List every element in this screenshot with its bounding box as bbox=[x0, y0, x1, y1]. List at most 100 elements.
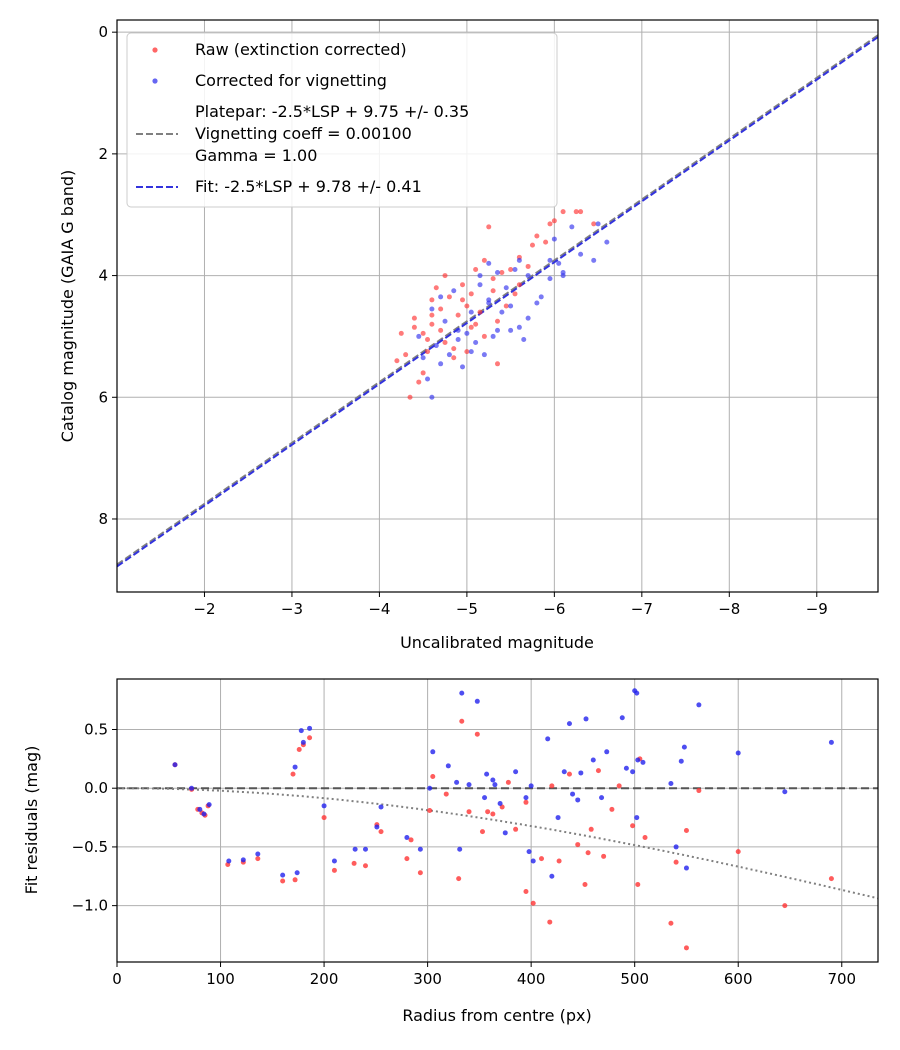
chart1-corrected-point bbox=[464, 330, 470, 336]
chart1-corrected-point bbox=[425, 376, 431, 382]
chart2-corrected-point bbox=[454, 779, 460, 785]
chart1-raw-point bbox=[460, 297, 466, 303]
chart2-raw-point bbox=[280, 878, 286, 884]
chart1-raw-point bbox=[411, 324, 417, 330]
chart1-x-label: Uncalibrated magnitude bbox=[400, 633, 594, 652]
chart1-corrected-point bbox=[503, 285, 509, 291]
chart1-raw-point bbox=[429, 321, 435, 327]
calibration-chart: −2 −3 −4 −5 −6 −7 −8 −9 0 2 4 6 8 Uncalibrated magn… bbox=[58, 19, 879, 652]
chart1-corrected-point bbox=[604, 239, 610, 245]
chart2-corrected-point bbox=[681, 744, 687, 750]
chart1-corrected-point bbox=[525, 315, 531, 321]
chart2-x-tick-label: 0 bbox=[112, 970, 122, 988]
chart1-corrected-point bbox=[468, 309, 474, 315]
chart2-raw-point bbox=[474, 731, 480, 737]
chart2-corrected-point bbox=[172, 762, 178, 768]
chart2-raw-point bbox=[601, 853, 607, 859]
chart1-corrected-point bbox=[508, 303, 514, 309]
chart2-corrected-point bbox=[678, 758, 684, 764]
chart2-x-tick-label: 500 bbox=[620, 970, 649, 988]
legend-fit-label: Fit: -2.5*LSP + 9.78 +/- 0.41 bbox=[195, 177, 422, 196]
chart2-raw-point bbox=[683, 827, 689, 833]
chart1-corrected-point bbox=[455, 336, 461, 342]
chart1-corrected-point bbox=[538, 294, 544, 300]
chart2-raw-point bbox=[331, 867, 337, 873]
chart1-y-ticks: 0 2 4 6 8 bbox=[98, 23, 117, 528]
chart2-corrected-point bbox=[590, 757, 596, 763]
chart2-corrected-point bbox=[523, 795, 529, 801]
chart2-corrected-point bbox=[457, 846, 463, 852]
chart2-corrected-point bbox=[490, 777, 496, 783]
chart1-corrected-point bbox=[438, 361, 444, 367]
chart2-corrected-point bbox=[549, 873, 555, 879]
chart2-corrected-point bbox=[492, 782, 498, 788]
chart1-x-tick-label: −4 bbox=[368, 600, 390, 618]
legend-vignetting-label: Vignetting coeff = 0.00100 bbox=[195, 124, 412, 143]
chart1-corrected-point bbox=[560, 270, 566, 276]
chart1-raw-point bbox=[477, 309, 483, 315]
chart1-corrected-point bbox=[495, 270, 500, 276]
chart2-raw-point bbox=[459, 718, 465, 724]
chart1-corrected-point bbox=[451, 288, 457, 294]
chart2-corrected-point bbox=[427, 785, 433, 791]
chart2-x-tick-label: 600 bbox=[724, 970, 753, 988]
chart2-y-tick-label: −0.5 bbox=[72, 838, 108, 856]
chart2-corrected-point bbox=[528, 783, 534, 789]
chart1-corrected-point bbox=[442, 318, 448, 324]
chart1-raw-point bbox=[420, 370, 426, 376]
chart2-x-tick-label: 400 bbox=[517, 970, 546, 988]
chart2-corrected-point bbox=[634, 815, 640, 821]
chart1-raw-point bbox=[451, 346, 457, 352]
chart1-raw-point bbox=[442, 340, 448, 346]
chart2-corrected-point bbox=[683, 865, 689, 871]
chart2-raw-point bbox=[417, 870, 423, 876]
chart2-corrected-point bbox=[634, 690, 640, 696]
chart2-raw-point bbox=[696, 788, 702, 794]
chart1-raw-point bbox=[438, 306, 444, 312]
chart1-corrected-point bbox=[534, 300, 540, 306]
chart1-raw-point bbox=[591, 221, 597, 227]
chart2-raw-point bbox=[321, 815, 327, 821]
chart1-corrected-point bbox=[420, 355, 426, 361]
chart2-raw-point bbox=[307, 735, 313, 741]
chart1-raw-point bbox=[420, 330, 426, 336]
chart2-raw-point bbox=[582, 881, 588, 887]
chart2-raw-point bbox=[443, 791, 449, 797]
legend-box bbox=[126, 32, 558, 208]
chart1-corrected-point bbox=[521, 336, 527, 342]
chart1-corrected-point bbox=[477, 273, 483, 279]
legend-corrected-marker bbox=[152, 78, 158, 84]
chart2-raw-point bbox=[782, 903, 788, 909]
chart2-corrected-point bbox=[623, 765, 629, 771]
chart2-raw-point bbox=[351, 860, 357, 866]
chart1-corrected-point bbox=[438, 294, 444, 300]
chart1-corrected-point bbox=[525, 273, 531, 279]
chart2-corrected-point bbox=[417, 846, 423, 852]
chart1-raw-point bbox=[425, 336, 431, 342]
chart2-raw-point bbox=[630, 823, 636, 829]
chart2-corrected-point bbox=[404, 835, 410, 841]
chart1-raw-point bbox=[508, 266, 514, 272]
chart1-corrected-point bbox=[446, 352, 452, 358]
chart1-raw-point bbox=[464, 349, 470, 355]
chart2-corrected-point bbox=[197, 806, 203, 812]
chart1-corrected-point bbox=[569, 224, 575, 230]
chart2-corrected-point bbox=[828, 739, 834, 745]
chart2-corrected-point bbox=[466, 782, 472, 788]
chart2-corrected-point bbox=[619, 715, 625, 721]
chart2-x-label: Radius from centre (px) bbox=[402, 1006, 591, 1025]
chart2-grid bbox=[116, 679, 878, 962]
chart1-x-tick-label: −3 bbox=[281, 600, 303, 618]
chart2-raw-point bbox=[430, 773, 436, 779]
chart1-raw-point bbox=[503, 303, 509, 309]
chart2-corrected-point bbox=[635, 757, 641, 763]
chart1-raw-point bbox=[495, 361, 500, 367]
chart2-corrected-point bbox=[735, 750, 741, 756]
chart1-corrected-point bbox=[429, 394, 435, 400]
chart1-corrected-point bbox=[481, 352, 487, 358]
chart2-y-ticks: 0.5 0.0 −0.5 −1.0 bbox=[72, 720, 117, 915]
chart1-raw-point bbox=[486, 224, 492, 230]
chart2-raw-point bbox=[539, 856, 545, 862]
chart1-raw-point bbox=[416, 379, 422, 385]
chart2-raw-point bbox=[642, 835, 648, 841]
